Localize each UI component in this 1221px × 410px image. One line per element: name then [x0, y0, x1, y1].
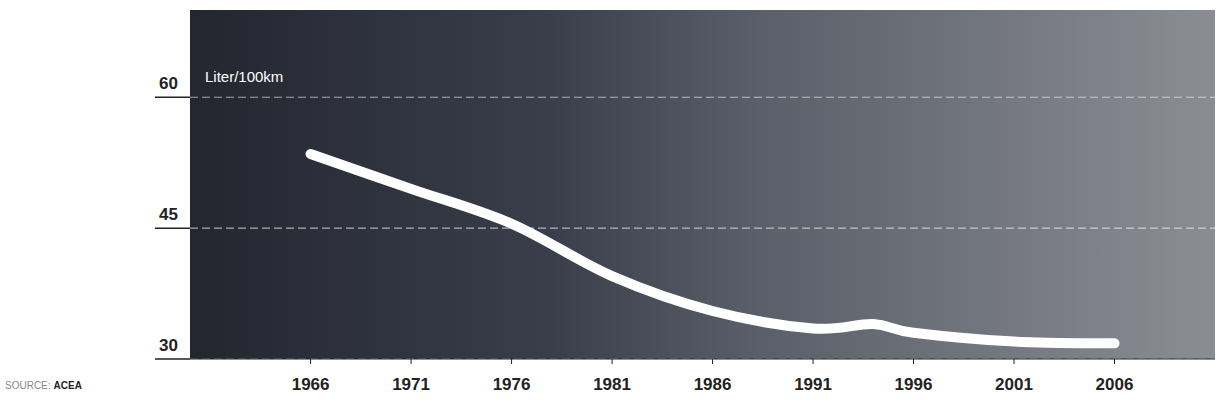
- x-tick: [1114, 359, 1115, 364]
- x-axis-line: [190, 359, 1215, 360]
- y-axis-label: Liter/100km: [205, 68, 283, 85]
- x-tick-label: 1971: [392, 375, 430, 394]
- x-tick-label: 1986: [694, 375, 732, 394]
- x-tick: [612, 359, 613, 364]
- x-tick: [511, 359, 512, 364]
- x-tick: [712, 359, 713, 364]
- grid-line: [190, 228, 1215, 229]
- x-tick-label: 1976: [493, 375, 531, 394]
- x-tick-label: 2006: [1096, 375, 1134, 394]
- x-tick-label: 2001: [995, 375, 1033, 394]
- data-line: [311, 154, 1115, 343]
- grid-line: [190, 358, 1215, 359]
- y-tick-label: 30: [159, 336, 178, 355]
- y-tick-label: 45: [159, 205, 178, 224]
- y-tick: [155, 358, 190, 360]
- x-tick-label: 1991: [794, 375, 832, 394]
- plot-background: [190, 10, 1215, 359]
- x-tick-label: 1996: [895, 375, 933, 394]
- y-tick: [155, 97, 190, 99]
- x-tick: [310, 359, 311, 364]
- plot-marks: [311, 154, 1115, 343]
- x-tick: [913, 359, 914, 364]
- source: ACEA: [54, 380, 82, 391]
- x-tick: [411, 359, 412, 364]
- x-tick: [1014, 359, 1015, 364]
- x-tick: [813, 359, 814, 364]
- y-tick: [155, 227, 190, 229]
- y-tick-label: 60: [159, 74, 178, 93]
- source-label: SOURCE:: [5, 380, 51, 391]
- grid-line: [190, 97, 1215, 98]
- x-tick-label: 1981: [593, 375, 631, 394]
- x-tick-label: 1966: [292, 375, 330, 394]
